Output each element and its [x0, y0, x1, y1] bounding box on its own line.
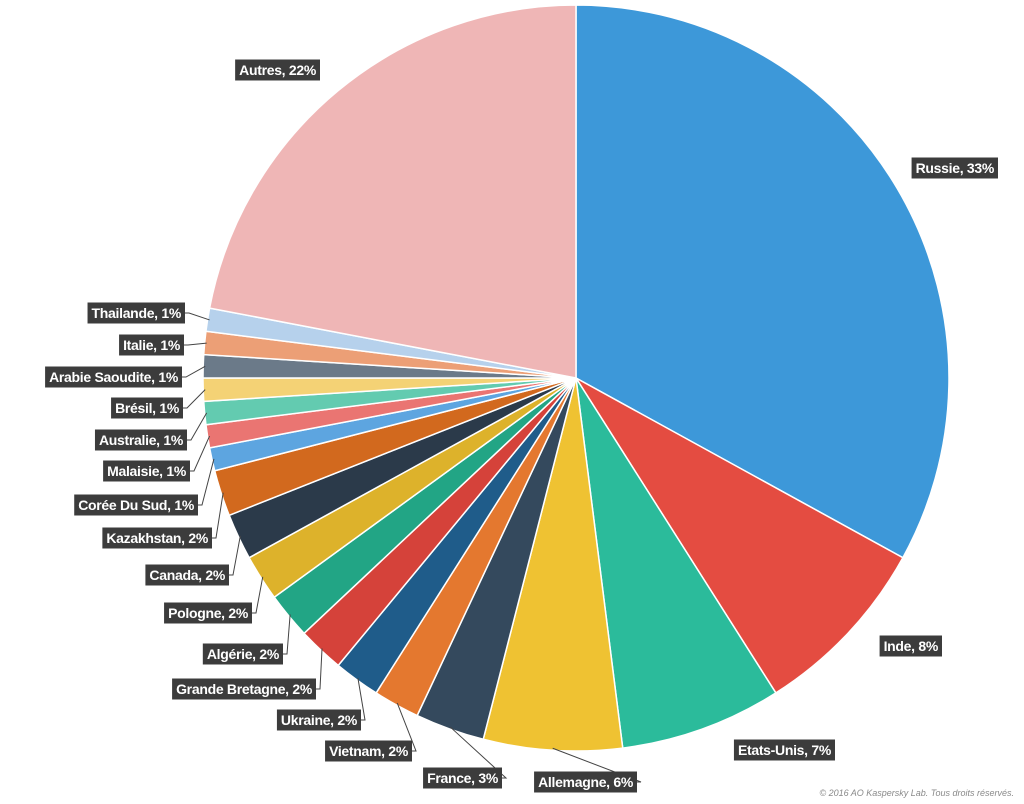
slice-label-box [235, 59, 320, 81]
copyright-notice: © 2016 AO Kaspersky Lab. Tous droits rés… [819, 788, 1014, 798]
label-leader-line [357, 678, 366, 721]
slice-label: Italie, 1% [119, 334, 207, 356]
slice-label-text: Brésil, 1% [115, 400, 180, 416]
label-leader-line [187, 412, 208, 441]
slice-label-box [45, 366, 182, 388]
label-leader-line [198, 458, 215, 506]
slice-label-box [534, 771, 637, 793]
slice-label: Kazakhstan, 2% [102, 492, 224, 549]
slice-label: Australie, 1% [94, 412, 208, 451]
slice-label: Inde, 8% [879, 635, 942, 657]
slice-label: Corée Du Sud, 1% [74, 458, 215, 516]
slice-label-box [111, 397, 183, 419]
label-leader-line [252, 576, 264, 614]
slice-label-box [879, 635, 942, 657]
label-leader-line [396, 702, 417, 752]
slice-label-box [733, 739, 835, 761]
pie-slice [208, 4, 577, 379]
slice-label: Grande Bretagne, 2% [172, 648, 323, 700]
slice-label-text: Canada, 2% [149, 567, 225, 583]
slice-label-text: Ukraine, 2% [281, 712, 358, 728]
slice-label-box [74, 494, 198, 516]
slice-label-text: Kazakhstan, 2% [106, 530, 208, 546]
label-leader-line [212, 492, 224, 539]
slice-label-box [103, 460, 190, 482]
slice-label: Algérie, 2% [202, 614, 291, 665]
slice-label: Arabie Saoudite, 1% [45, 365, 206, 388]
slice-label-box [325, 740, 412, 762]
label-leader-line [184, 342, 207, 346]
label-leader-line [185, 312, 210, 321]
slice-label: Allemagne, 6% [534, 747, 642, 793]
slice-label-text: Australie, 1% [99, 432, 184, 448]
label-leader-line [190, 435, 211, 472]
slice-label: Pologne, 2% [164, 576, 264, 624]
label-leader-line [183, 389, 206, 409]
slice-label-text: Allemagne, 6% [538, 774, 634, 790]
slice-label-box [423, 767, 502, 789]
slice-label-text: Arabie Saoudite, 1% [49, 369, 179, 385]
slice-label: Malaisie, 1% [103, 435, 211, 482]
slice-label-text: Etats-Unis, 7% [738, 742, 832, 758]
slice-label-box [94, 429, 187, 451]
slice-label: Autres, 22% [235, 59, 320, 81]
slice-label: Russie, 33% [911, 157, 998, 179]
label-leader-line [552, 747, 642, 783]
pie-slice [575, 4, 950, 559]
slice-label: Ukraine, 2% [276, 678, 366, 731]
pie-slice [575, 377, 777, 749]
slice-label-text: Thailande, 1% [92, 305, 182, 321]
pie-slice [482, 377, 624, 752]
slice-label-text: Malaisie, 1% [107, 463, 187, 479]
slice-label-box [87, 302, 185, 324]
label-leader-line [182, 365, 206, 378]
slice-label-text: Grande Bretagne, 2% [176, 681, 313, 697]
slice-label-box [119, 334, 184, 356]
slice-label-box [276, 709, 361, 731]
slice-label-text: Autres, 22% [239, 62, 317, 78]
slice-label-box [202, 643, 283, 665]
slice-label-box [911, 157, 998, 179]
slice-label-text: Italie, 1% [123, 337, 181, 353]
label-leader-line [283, 614, 291, 655]
slice-label: Vietnam, 2% [325, 702, 417, 762]
slice-label-text: Corée Du Sud, 1% [78, 497, 195, 513]
slice-label-text: Inde, 8% [884, 638, 939, 654]
slice-label: France, 3% [423, 726, 508, 789]
slice-label-text: Russie, 33% [916, 160, 995, 176]
slice-label: Brésil, 1% [111, 389, 206, 419]
slice-label-box [164, 602, 252, 624]
label-leader-line [449, 726, 508, 779]
slice-label-box [145, 564, 229, 586]
label-leader-line [229, 535, 241, 576]
label-leader-line [316, 648, 323, 690]
slice-label-box [172, 678, 316, 700]
slice-label: Thailande, 1% [87, 302, 210, 324]
slice-label-text: Vietnam, 2% [329, 743, 409, 759]
slice-label-box [102, 527, 212, 549]
slice-label-text: France, 3% [427, 770, 499, 786]
pie-slice [575, 377, 904, 694]
slice-label: Etats-Unis, 7% [733, 739, 835, 761]
slice-label-text: Pologne, 2% [168, 605, 249, 621]
slice-label-text: Algérie, 2% [207, 646, 280, 662]
slice-label: Canada, 2% [145, 535, 241, 586]
